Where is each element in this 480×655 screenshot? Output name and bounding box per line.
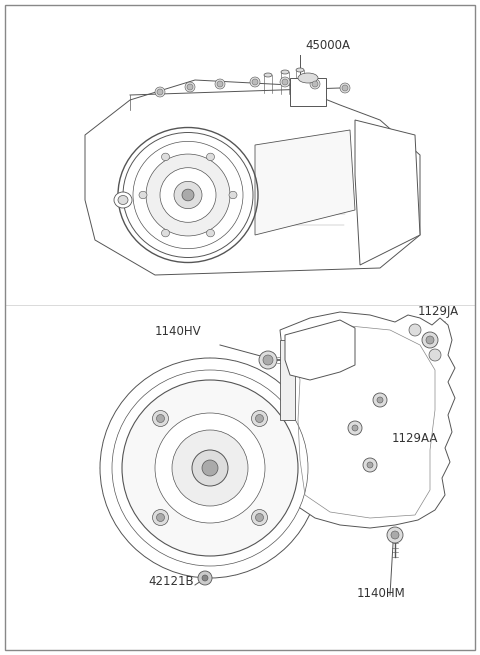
Ellipse shape xyxy=(298,73,318,83)
Circle shape xyxy=(250,77,260,87)
Ellipse shape xyxy=(161,229,169,237)
Ellipse shape xyxy=(114,192,132,208)
Polygon shape xyxy=(255,130,355,235)
Circle shape xyxy=(373,393,387,407)
Circle shape xyxy=(185,82,195,92)
Ellipse shape xyxy=(229,191,237,198)
Circle shape xyxy=(363,458,377,472)
Ellipse shape xyxy=(281,70,289,74)
Circle shape xyxy=(409,324,421,336)
Polygon shape xyxy=(280,312,455,528)
Circle shape xyxy=(377,397,383,403)
Text: 45000A: 45000A xyxy=(305,39,350,52)
Circle shape xyxy=(155,413,265,523)
Circle shape xyxy=(217,81,223,87)
Polygon shape xyxy=(355,120,420,265)
Ellipse shape xyxy=(160,168,216,222)
Circle shape xyxy=(198,571,212,585)
Circle shape xyxy=(255,514,264,521)
Text: 1129AA: 1129AA xyxy=(392,432,438,445)
Circle shape xyxy=(215,79,225,89)
Circle shape xyxy=(429,349,441,361)
Circle shape xyxy=(202,460,218,476)
Text: 42121B: 42121B xyxy=(148,575,193,588)
Circle shape xyxy=(192,450,228,486)
Circle shape xyxy=(280,77,290,87)
Circle shape xyxy=(252,411,267,426)
Circle shape xyxy=(352,425,358,431)
Circle shape xyxy=(342,85,348,91)
Circle shape xyxy=(157,89,163,95)
Polygon shape xyxy=(285,320,355,380)
Ellipse shape xyxy=(139,191,147,198)
Ellipse shape xyxy=(182,189,194,201)
Bar xyxy=(290,78,326,106)
Circle shape xyxy=(367,462,373,468)
Circle shape xyxy=(391,531,399,539)
Ellipse shape xyxy=(118,195,128,204)
Ellipse shape xyxy=(296,68,304,72)
Circle shape xyxy=(156,415,165,422)
Circle shape xyxy=(387,527,403,543)
Circle shape xyxy=(255,415,264,422)
Circle shape xyxy=(252,79,258,85)
Circle shape xyxy=(172,430,248,506)
Ellipse shape xyxy=(174,181,202,209)
Circle shape xyxy=(310,79,320,89)
Circle shape xyxy=(155,87,165,97)
Ellipse shape xyxy=(206,153,215,160)
Circle shape xyxy=(422,332,438,348)
Circle shape xyxy=(156,514,165,521)
Text: 1140HM: 1140HM xyxy=(357,587,406,600)
Circle shape xyxy=(100,358,320,578)
Circle shape xyxy=(202,575,208,581)
Text: 1129JA: 1129JA xyxy=(418,305,459,318)
Ellipse shape xyxy=(123,132,253,257)
Circle shape xyxy=(263,355,273,365)
Circle shape xyxy=(187,84,193,90)
Circle shape xyxy=(348,421,362,435)
Circle shape xyxy=(312,81,318,87)
Polygon shape xyxy=(85,80,420,275)
Circle shape xyxy=(153,411,168,426)
Circle shape xyxy=(426,336,434,344)
Ellipse shape xyxy=(133,141,243,249)
Ellipse shape xyxy=(161,153,169,160)
Ellipse shape xyxy=(146,154,230,236)
Circle shape xyxy=(259,351,277,369)
Ellipse shape xyxy=(206,229,215,237)
Circle shape xyxy=(122,380,298,556)
Ellipse shape xyxy=(264,73,272,77)
Circle shape xyxy=(112,370,308,566)
Circle shape xyxy=(282,79,288,85)
Circle shape xyxy=(153,510,168,525)
Text: 1140HV: 1140HV xyxy=(155,325,202,338)
Polygon shape xyxy=(280,340,295,420)
Circle shape xyxy=(340,83,350,93)
Circle shape xyxy=(252,510,267,525)
